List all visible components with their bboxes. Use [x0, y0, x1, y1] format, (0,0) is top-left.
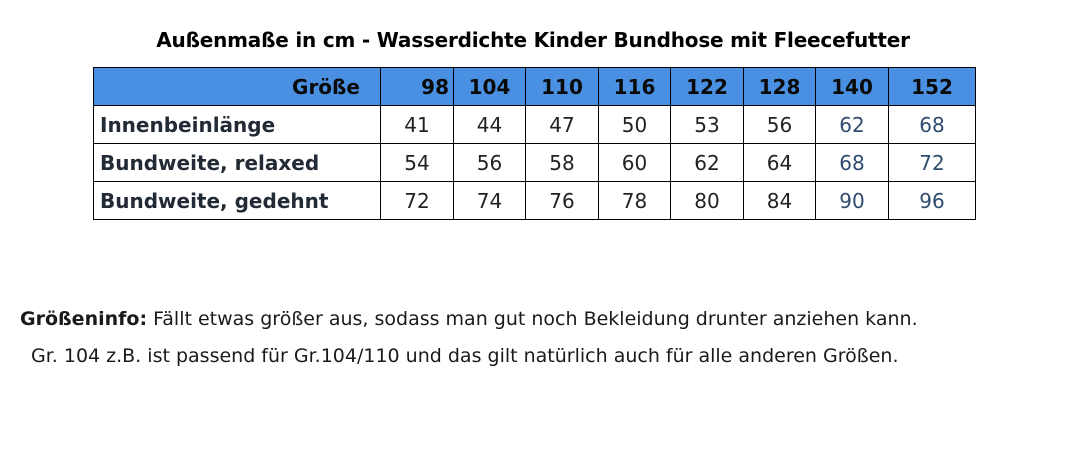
table-cell: 56: [743, 105, 816, 144]
table-cell: 84: [743, 181, 816, 220]
size-header-cell: 128: [743, 67, 816, 106]
size-header-cell: 110: [525, 67, 599, 106]
size-header-cell: 122: [670, 67, 744, 106]
table-cell: 78: [598, 181, 671, 220]
page-title: Außenmaße in cm - Wasserdichte Kinder Bu…: [156, 28, 910, 52]
size-table: Größe 98 104 110 116 122 128 140 152 Inn…: [93, 67, 976, 220]
table-cell: 96: [888, 181, 976, 220]
table-cell: 72: [380, 181, 454, 220]
table-cell: 50: [598, 105, 671, 144]
size-header-cell: 104: [453, 67, 526, 106]
size-header-label: Größe: [93, 67, 381, 106]
row-label: Bundweite, gedehnt: [93, 181, 381, 220]
table-cell: 47: [525, 105, 599, 144]
size-info-label: Größeninfo:: [20, 308, 148, 330]
row-label: Bundweite, relaxed: [93, 143, 381, 182]
table-row: Bundweite, relaxed 54 56 58 60 62 64 68 …: [93, 143, 976, 182]
size-info-example: Gr. 104 z.B. ist passend für Gr.104/110 …: [31, 345, 899, 367]
table-cell: 62: [670, 143, 744, 182]
size-header-cell: 152: [888, 67, 976, 106]
size-info-text: Fällt etwas größer aus, sodass man gut n…: [147, 308, 918, 330]
table-cell: 68: [888, 105, 976, 144]
table-cell: 80: [670, 181, 744, 220]
table-row: Bundweite, gedehnt 72 74 76 78 80 84 90 …: [93, 181, 976, 220]
table-cell: 68: [815, 143, 889, 182]
table-cell: 72: [888, 143, 976, 182]
table-cell: 58: [525, 143, 599, 182]
row-label: Innenbeinlänge: [93, 105, 381, 144]
table-cell: 74: [453, 181, 526, 220]
table-cell: 41: [380, 105, 454, 144]
table-cell: 44: [453, 105, 526, 144]
table-cell: 76: [525, 181, 599, 220]
size-info-line: Größeninfo: Fällt etwas größer aus, soda…: [0, 308, 1066, 330]
table-cell: 53: [670, 105, 744, 144]
table-cell: 64: [743, 143, 816, 182]
table-cell: 90: [815, 181, 889, 220]
table-cell: 54: [380, 143, 454, 182]
table-cell: 56: [453, 143, 526, 182]
table-row: Innenbeinlänge 41 44 47 50 53 56 62 68: [93, 105, 976, 144]
size-header-cell: 98: [380, 67, 454, 106]
table-cell: 60: [598, 143, 671, 182]
table-cell: 62: [815, 105, 889, 144]
size-header-row: Größe 98 104 110 116 122 128 140 152: [93, 67, 976, 106]
size-header-cell: 140: [815, 67, 889, 106]
size-header-cell: 116: [598, 67, 671, 106]
